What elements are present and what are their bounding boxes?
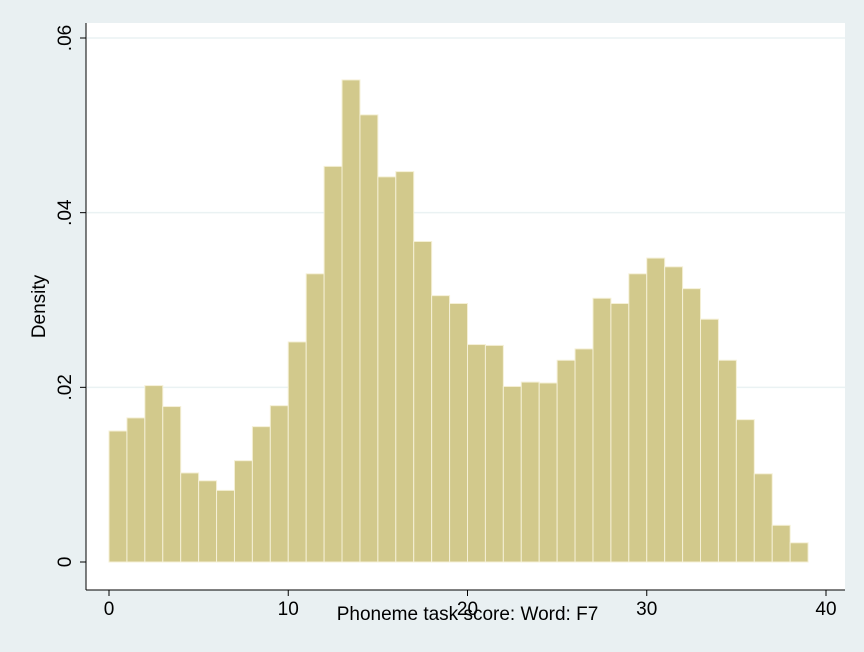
histogram-bar	[682, 288, 702, 563]
x-axis-ticks: 0 10 20 30 40	[104, 590, 837, 620]
x-tick-label: 20	[457, 599, 478, 620]
histogram-bar	[753, 473, 773, 563]
histogram-bar	[735, 419, 755, 563]
y-tick-label: .04	[55, 199, 76, 226]
histogram-bar	[126, 417, 146, 563]
histogram-bar	[216, 489, 235, 563]
histogram-bar	[610, 302, 630, 563]
y-tick-label: .02	[55, 374, 76, 400]
histogram-bar	[251, 426, 271, 563]
histogram-bar	[502, 385, 522, 563]
histogram-bar	[395, 171, 415, 563]
histogram-bar	[108, 430, 128, 563]
histogram-bar	[717, 359, 737, 563]
histogram-bar	[628, 273, 648, 563]
y-tick-label: .06	[55, 25, 76, 51]
histogram-bar	[233, 460, 253, 563]
histogram-bar	[700, 318, 719, 563]
histogram-bar	[144, 385, 164, 563]
histogram-bar	[198, 480, 218, 563]
histogram-bar	[323, 165, 343, 563]
x-tick-label: 30	[636, 599, 657, 620]
histogram-bar	[162, 406, 182, 563]
x-axis-title: Phoneme task score: Word: F7	[337, 604, 599, 625]
histogram-bar	[771, 524, 791, 563]
histogram-bar	[180, 472, 200, 563]
histogram-bar	[287, 341, 307, 563]
y-tick-label: 0	[55, 557, 76, 568]
histogram-bar	[592, 297, 612, 563]
histogram-bar	[359, 114, 379, 563]
y-axis-ticks: 0 .02 .04 .06	[55, 25, 86, 568]
histogram-bar	[377, 176, 397, 563]
histogram-bars	[108, 79, 809, 563]
histogram-bar	[431, 295, 451, 563]
x-tick-label: 40	[815, 599, 836, 620]
histogram-bar	[520, 381, 540, 563]
histogram-bar	[341, 79, 361, 563]
histogram-bar	[538, 382, 558, 563]
histogram-bar	[269, 405, 289, 563]
histogram-bar	[467, 344, 486, 563]
histogram-bar	[646, 257, 666, 563]
x-tick-label: 10	[278, 599, 299, 620]
histogram-bar	[789, 542, 809, 563]
histogram-bar	[556, 359, 576, 563]
x-tick-label: 0	[104, 599, 115, 620]
histogram-bar	[574, 348, 594, 563]
histogram-bar	[484, 344, 504, 563]
histogram-bar	[413, 240, 433, 563]
histogram-bar	[664, 266, 684, 563]
histogram-bar	[449, 302, 469, 563]
y-axis-title: Density	[29, 274, 50, 338]
histogram-bar	[305, 273, 325, 563]
